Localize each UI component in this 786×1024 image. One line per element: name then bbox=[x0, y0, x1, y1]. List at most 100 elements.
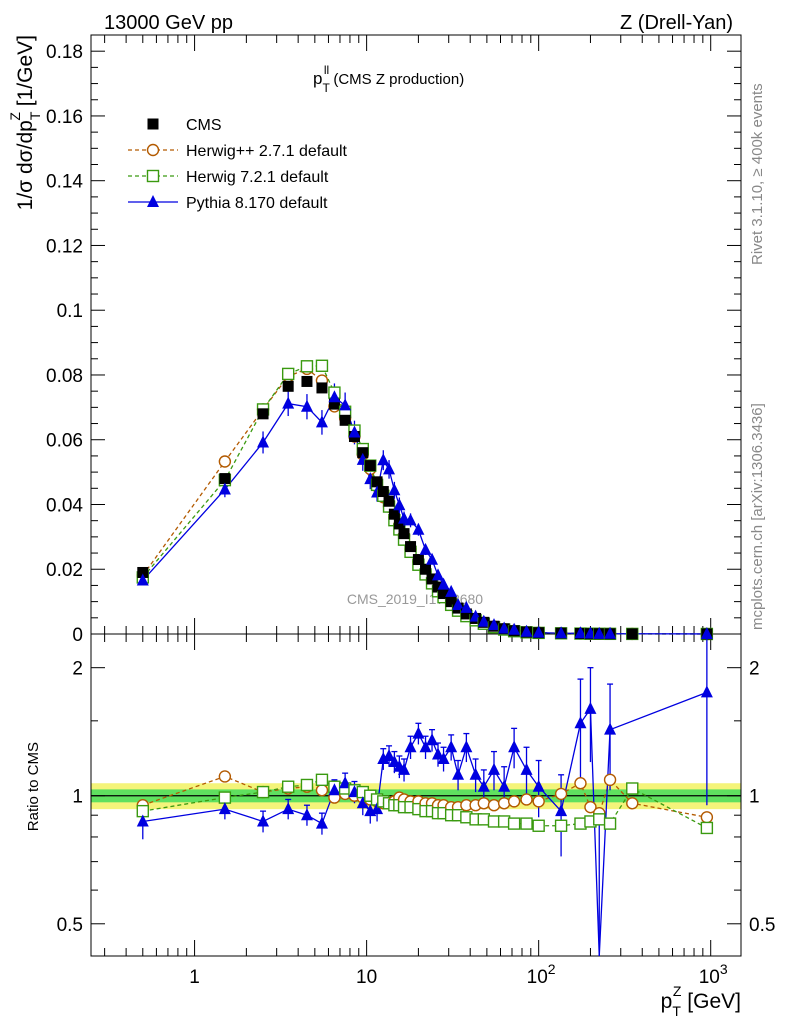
panel-title-part: ll bbox=[324, 63, 329, 77]
herwig7-ratio-point bbox=[626, 782, 639, 795]
herwigpp-ratio-point bbox=[218, 770, 232, 783]
pythia-main-point bbox=[282, 396, 295, 409]
herwigpp-ratio-point bbox=[584, 800, 597, 814]
cms-main-point bbox=[626, 628, 638, 640]
y-tick-label: 0.08 bbox=[46, 366, 83, 387]
herwigpp-ratio-point bbox=[507, 795, 521, 808]
herwigpp-ratio-point bbox=[603, 773, 617, 787]
pythia-ratio-point bbox=[477, 779, 490, 792]
pythia-main-point bbox=[460, 600, 473, 613]
y-tick-label: 0.02 bbox=[46, 560, 83, 581]
cms-main-point bbox=[445, 596, 457, 608]
x-tick-label: 10 bbox=[356, 967, 377, 988]
pythia-ratio-point bbox=[437, 751, 450, 764]
pythia-ratio-line bbox=[142, 691, 708, 957]
header-right-text: Z (Drell-Yan) bbox=[620, 12, 733, 34]
header-left-text: 13000 GeV pp bbox=[104, 12, 233, 34]
pythia-ratio-point bbox=[383, 748, 396, 761]
pythia-ratio-point bbox=[315, 816, 328, 829]
x-tick-label: 1 bbox=[189, 967, 200, 988]
panel-title: pTll (CMS Z production) bbox=[313, 63, 464, 95]
mcplots-credit-text: mcplots.cern.ch [arXiv:1306.3436] bbox=[749, 403, 766, 630]
pythia-main-point bbox=[498, 621, 511, 634]
herwigpp-ratio-point bbox=[520, 793, 533, 806]
pythia-ratio-point bbox=[487, 762, 500, 775]
legend-marker-herwigpp bbox=[146, 143, 160, 157]
herwig7-ratio-point bbox=[593, 813, 606, 826]
y-tick-label: 0.16 bbox=[46, 107, 83, 128]
x-axis-label: pTZ [GeV] bbox=[661, 983, 741, 1019]
x-tick-label-part: 10 bbox=[699, 967, 720, 988]
legend-label-herwig7: Herwig 7.2.1 default bbox=[186, 169, 329, 186]
legend-label-herwigpp: Herwig++ 2.7.1 default bbox=[186, 143, 348, 160]
herwig7-ratio-point bbox=[603, 817, 617, 830]
pythia-ratio-point bbox=[432, 747, 445, 760]
pythia-main-point bbox=[388, 483, 401, 496]
herwig7-ratio-point bbox=[477, 813, 491, 826]
pythia-main-point bbox=[432, 568, 445, 581]
pythia-main-point bbox=[377, 453, 390, 466]
pythia-main-point bbox=[426, 552, 439, 565]
herwig7-ratio-point bbox=[315, 773, 329, 787]
ratio-y-tick-label-right: 2 bbox=[749, 659, 760, 680]
y-tick-label: 0.06 bbox=[46, 431, 83, 452]
pythia-ratio-point bbox=[555, 804, 568, 817]
pythia-main-point bbox=[339, 398, 352, 411]
pythia-main-point bbox=[136, 573, 149, 586]
cms-main-point bbox=[282, 380, 294, 392]
herwig7-ratio-point bbox=[300, 778, 314, 792]
pythia-ratio-point bbox=[469, 767, 482, 780]
cms-main-point bbox=[438, 588, 450, 600]
ratio-y-axis-label: Ratio to CMS bbox=[25, 742, 42, 831]
pythia-main-point bbox=[593, 626, 606, 639]
ratio-frame bbox=[90, 633, 742, 957]
cms-main-point bbox=[137, 566, 149, 578]
ratio-y-tick-label-right: 0.5 bbox=[749, 915, 775, 936]
cms-main-point bbox=[328, 398, 340, 410]
x-tick-label: 102 bbox=[527, 961, 556, 988]
cms-main-point bbox=[357, 447, 369, 459]
legend-marker-pythia bbox=[147, 195, 159, 207]
panel-title-part: T bbox=[322, 81, 330, 95]
cms-main-point bbox=[316, 382, 328, 394]
herwig7-ratio-point bbox=[507, 817, 521, 830]
pythia-main-point bbox=[328, 390, 341, 403]
pythia-ratio-point bbox=[328, 783, 341, 796]
pythia-ratio-point bbox=[520, 762, 533, 775]
pythia-main-point bbox=[487, 618, 500, 631]
herwigpp-ratio-point bbox=[554, 787, 568, 801]
cms-main-point bbox=[426, 573, 438, 585]
y-axis-label-part: [1/GeV] bbox=[14, 35, 37, 112]
x-axis-label-part: T bbox=[672, 1003, 681, 1019]
pythia-main-point bbox=[383, 462, 396, 475]
cms-main-point bbox=[412, 554, 424, 566]
cms-main-point bbox=[398, 528, 410, 540]
herwig7-main-point bbox=[315, 359, 329, 372]
herwigpp-ratio-point bbox=[315, 784, 329, 797]
pythia-ratio-point bbox=[532, 779, 545, 792]
pythia-main-point bbox=[555, 626, 568, 639]
pythia-ratio-point bbox=[404, 740, 417, 753]
herwigpp-ratio-point bbox=[532, 795, 545, 808]
x-tick-label-part: 10 bbox=[527, 967, 548, 988]
pythia-main-point bbox=[700, 626, 713, 639]
y-tick-label: 0.18 bbox=[46, 42, 83, 63]
herwigpp-ratio-point bbox=[626, 797, 639, 810]
pythia-main-point bbox=[393, 498, 406, 511]
pythia-ratio-point bbox=[460, 740, 473, 753]
cms-main-point bbox=[388, 508, 400, 520]
x-tick-label-part: 2 bbox=[548, 961, 556, 977]
y-axis-label: 1/σ dσ/dpTZ [1/GeV] bbox=[7, 35, 43, 210]
panel-title-part: (CMS Z production) bbox=[329, 71, 464, 88]
herwigpp-main-point bbox=[218, 455, 232, 468]
pythia-ratio-point bbox=[700, 685, 713, 698]
cms-main-point bbox=[405, 541, 417, 553]
cms-main-point bbox=[339, 414, 351, 426]
pythia-ratio-point bbox=[508, 740, 521, 753]
pythia-main-point bbox=[348, 425, 361, 438]
x-axis-label-part: Z bbox=[673, 983, 682, 999]
pythia-main-point bbox=[404, 513, 417, 526]
herwigpp-ratio-point bbox=[700, 811, 714, 824]
cms-main-point bbox=[301, 375, 313, 387]
